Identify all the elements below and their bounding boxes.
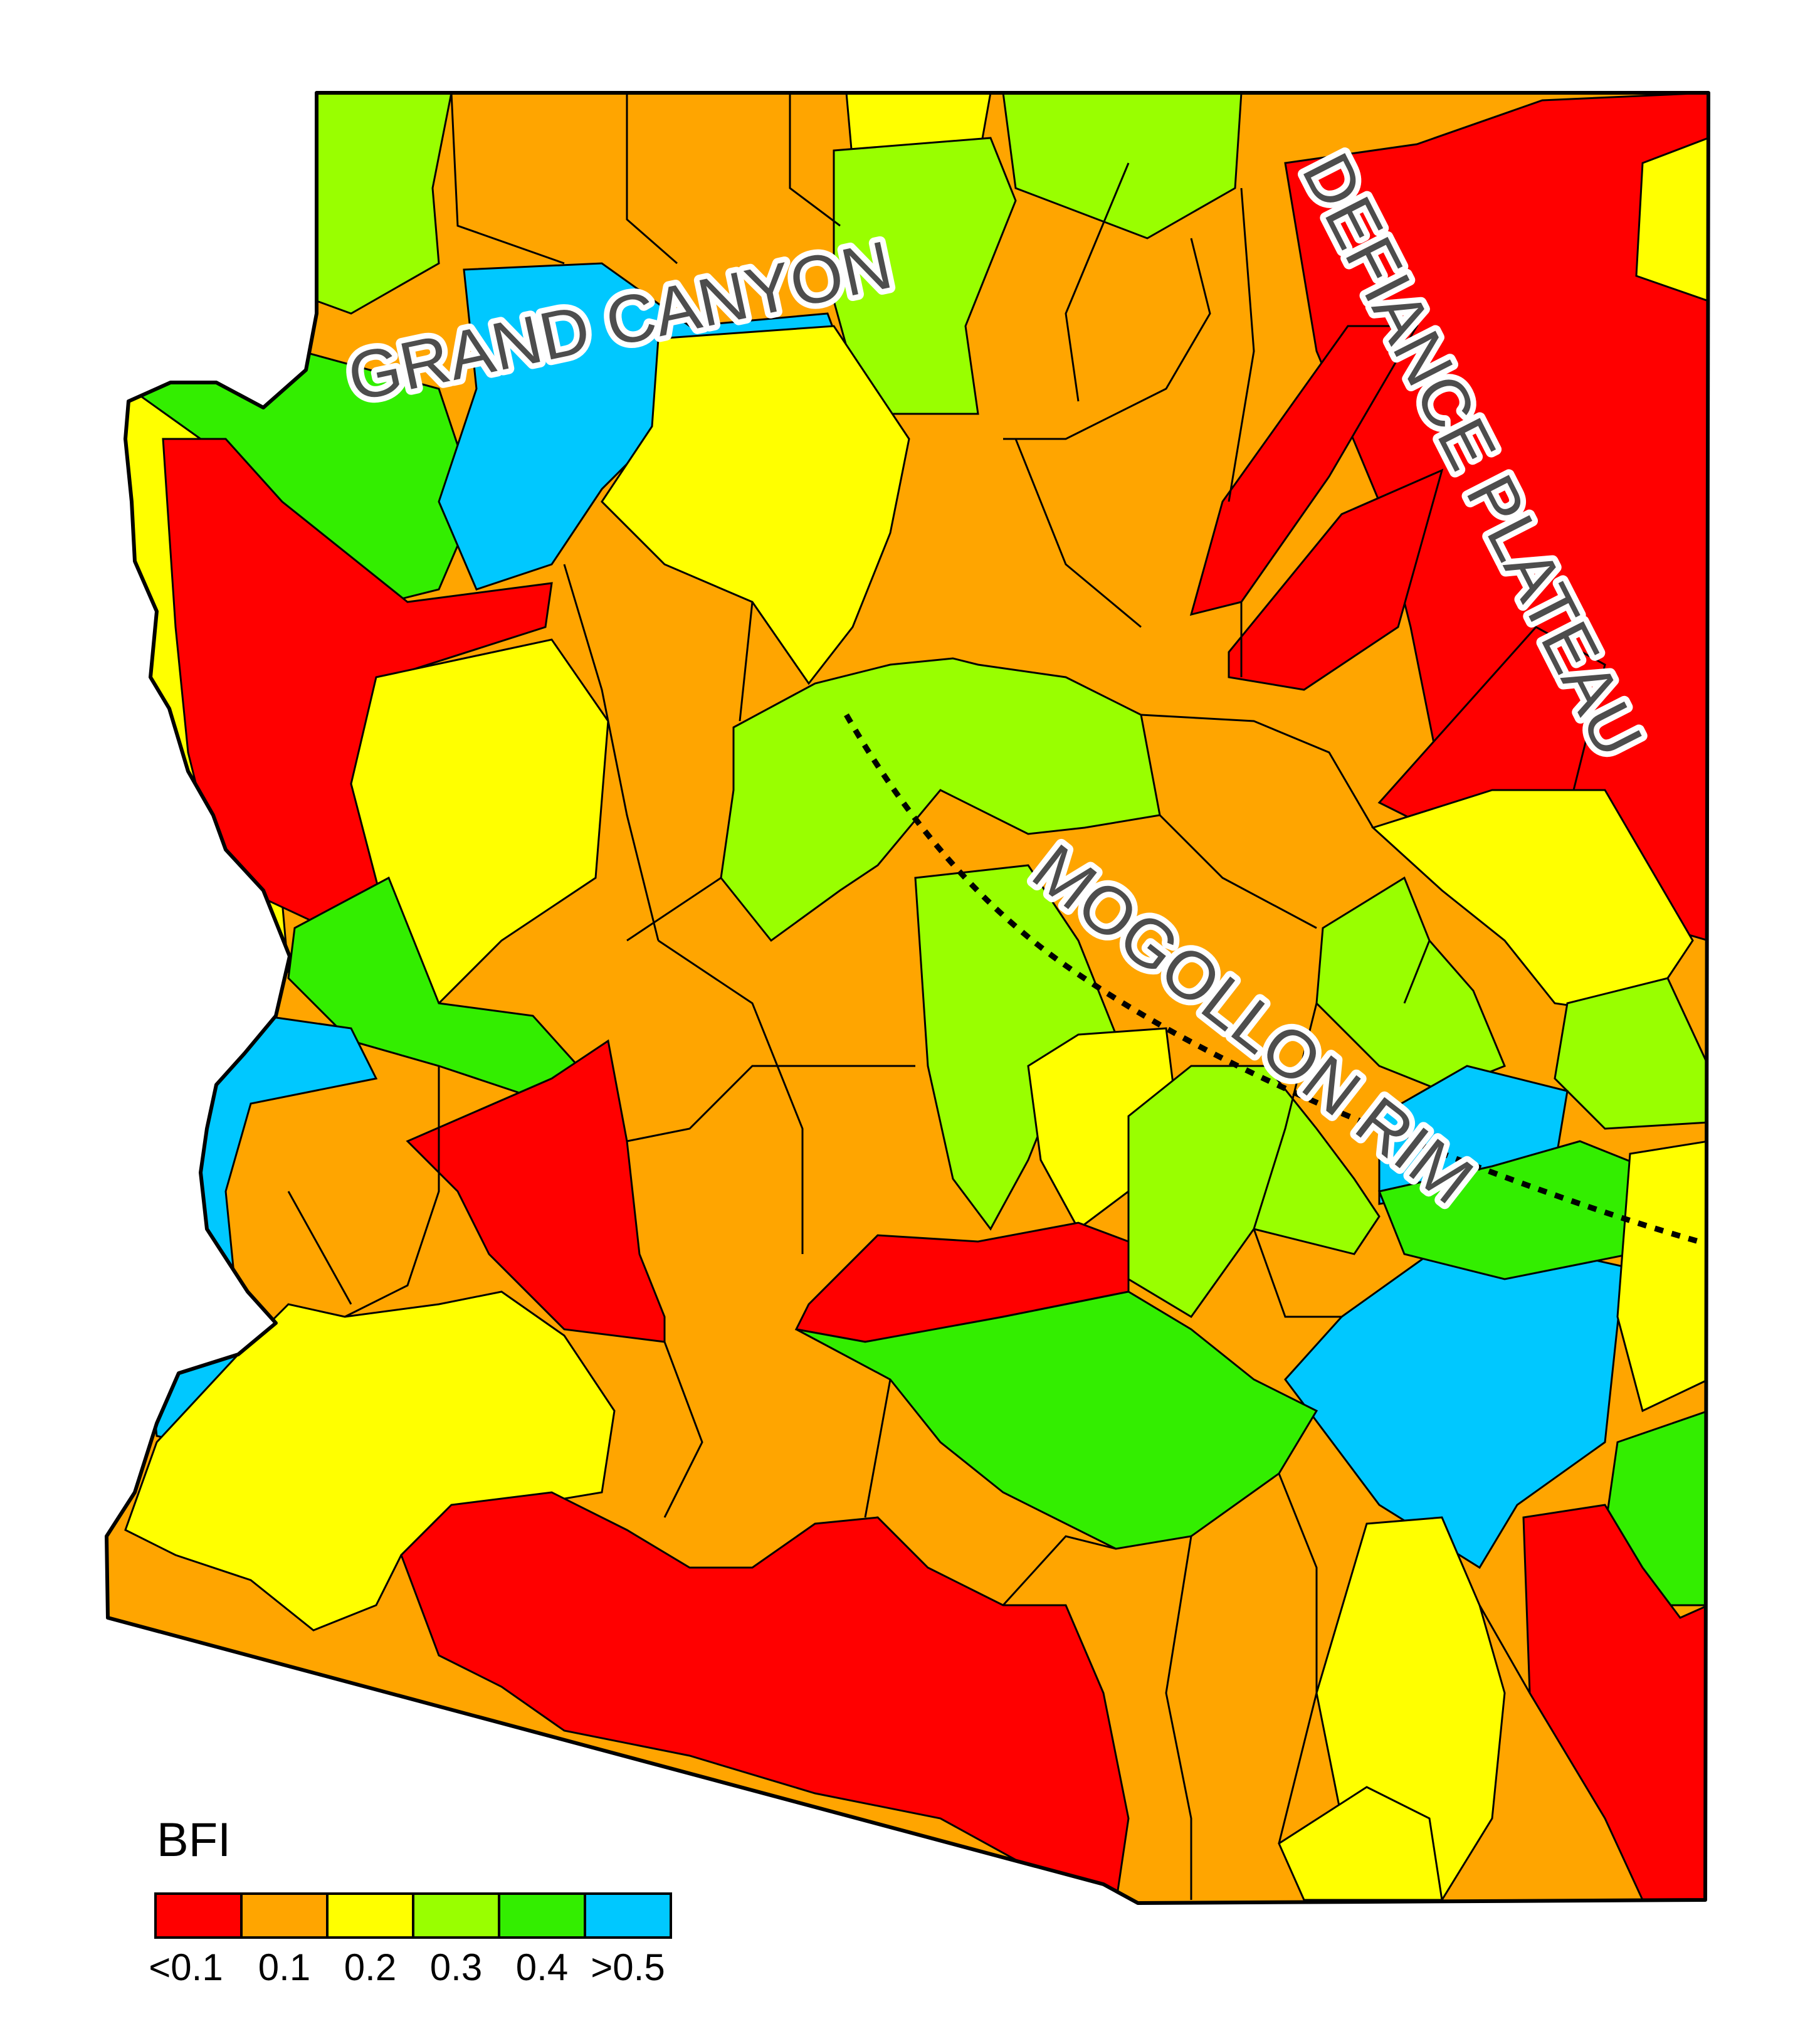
- watershed-yellow-central: [601, 325, 910, 685]
- legend-swatch-2: [326, 1892, 414, 1939]
- legend-swatches: <0.1 0.1 0.2 0.3 0.4 >0.5: [149, 1892, 672, 1988]
- watershed-green-central-upper: [720, 657, 1161, 942]
- legend-swatch-1: [240, 1892, 329, 1939]
- legend: BFI <0.1 0.1 0.2 0.3 0.4 >0.5: [149, 1813, 672, 1988]
- watershed-green-north: [1002, 93, 1243, 240]
- watershed-boundaries: [287, 93, 1531, 1900]
- legend-swatch-5: [584, 1892, 672, 1939]
- watershed-yellow-ne: [1635, 136, 1708, 303]
- watershed-yellow-east-edge: [1616, 1140, 1708, 1413]
- mogollon-rim-line: [844, 713, 1700, 1245]
- legend-swatch-4: [498, 1892, 586, 1939]
- legend-tick-label: 0.2: [344, 1946, 396, 1988]
- watershed-green-central-large: [796, 1290, 1318, 1550]
- legend-tick-label: >0.5: [591, 1946, 665, 1988]
- watershed-red-defiance-strip-1: [1189, 325, 1419, 616]
- legend-swatch-0: [154, 1892, 243, 1939]
- watershed-green-north-central: [833, 137, 1017, 415]
- legend-tick-label: 0.3: [430, 1946, 482, 1988]
- watershed-green-east-edge: [1554, 977, 1708, 1130]
- watershed-red-defiance-strip-2: [1228, 468, 1444, 691]
- watershed-green-east-upper: [1315, 876, 1506, 1092]
- legend-tick-label: <0.1: [149, 1946, 223, 1988]
- watershed-red-south: [400, 1491, 1130, 1903]
- legend-title: BFI: [157, 1813, 231, 1867]
- watershed-yellow-west-central: [350, 638, 609, 1005]
- watershed-green-mogollon-east: [1127, 1065, 1381, 1318]
- watershed-red-central-west: [406, 1039, 666, 1343]
- watershed-yellow-south-corner: [1278, 1786, 1443, 1901]
- watershed-red-southeast: [1522, 1504, 1708, 1901]
- arizona-state-outline: [105, 91, 1710, 1905]
- legend-tick-label: 0.4: [516, 1946, 568, 1988]
- legend-swatch-3: [412, 1892, 500, 1939]
- legend-tick-label: 0.1: [258, 1946, 310, 1988]
